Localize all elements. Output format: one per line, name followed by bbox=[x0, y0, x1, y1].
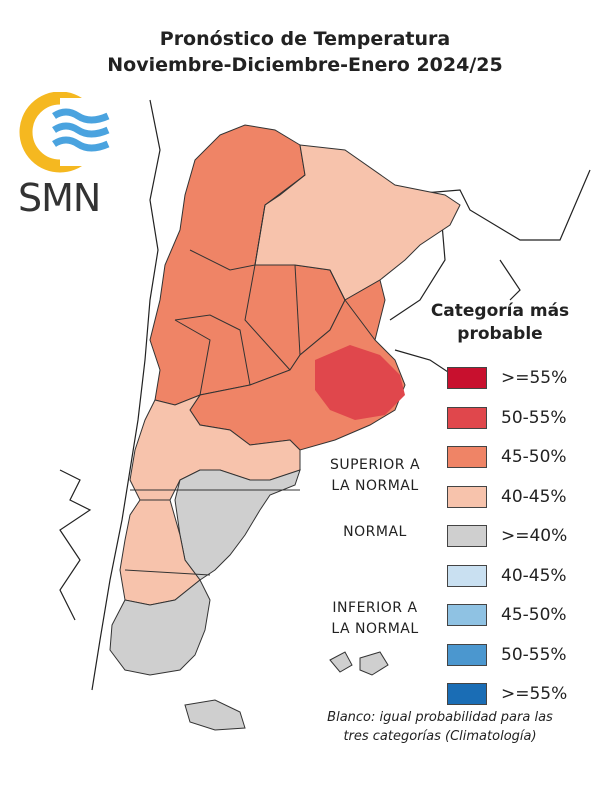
map-title-line2: Noviembre-Diciembre-Enero 2024/25 bbox=[107, 54, 503, 76]
legend-swatch bbox=[447, 406, 487, 429]
legend-label: 50-55% bbox=[501, 644, 567, 665]
legend-label: 40-45% bbox=[501, 486, 567, 507]
legend-swatch bbox=[447, 643, 487, 666]
legend-label: 50-55% bbox=[501, 407, 567, 428]
legend-item: >=40% bbox=[447, 523, 567, 549]
argentina-map bbox=[109, 124, 461, 731]
legend-label: 45-50% bbox=[501, 605, 567, 625]
legend-group-superior-line1: SUPERIOR A bbox=[329, 457, 421, 473]
smn-logo-text: SMN bbox=[18, 176, 101, 220]
legend-item: 45-50% bbox=[447, 444, 567, 470]
legend-swatch bbox=[447, 564, 487, 587]
legend-item: 50-55% bbox=[447, 642, 567, 668]
legend-group-inferior: INFERIOR A LA NORMAL bbox=[315, 598, 435, 640]
region-core-50-55 bbox=[315, 345, 405, 420]
legend-title-line2: probable bbox=[457, 324, 543, 344]
footnote-line2: tres categorías (Climatología) bbox=[343, 729, 537, 744]
legend-item: 40-45% bbox=[447, 563, 567, 589]
legend-group-inferior-line2: LA NORMAL bbox=[331, 621, 419, 637]
malvinas-islands bbox=[329, 651, 389, 676]
footnote: Blanco: igual probabilidad para las tres… bbox=[290, 708, 590, 746]
legend-item: >=55% bbox=[447, 681, 567, 707]
legend-swatch bbox=[447, 683, 487, 705]
legend-label: >=40% bbox=[501, 526, 568, 546]
legend-label: 40-45% bbox=[501, 565, 567, 586]
legend-swatch bbox=[447, 367, 487, 389]
smn-logo-icon bbox=[19, 92, 114, 173]
legend-group-normal-line1: NORMAL bbox=[343, 524, 407, 540]
region-central-patagonia-normal bbox=[174, 469, 301, 581]
legend-swatch bbox=[447, 446, 487, 468]
map-title-line1: Pronóstico de Temperatura bbox=[159, 28, 451, 50]
legend-swatch bbox=[447, 604, 487, 626]
province-borders bbox=[124, 174, 376, 576]
legend-label: >=55% bbox=[501, 684, 568, 704]
legend-item: 40-45% bbox=[447, 484, 567, 510]
legend-group-inferior-line1: INFERIOR A bbox=[332, 600, 418, 616]
legend-swatch bbox=[447, 485, 487, 508]
region-tierra-del-fuego bbox=[184, 699, 246, 731]
legend-group-normal: NORMAL bbox=[315, 522, 435, 543]
legend-group-superior-line2: LA NORMAL bbox=[331, 478, 419, 494]
legend-label: >=55% bbox=[501, 368, 568, 388]
legend-item: 45-50% bbox=[447, 602, 567, 628]
legend-item: 50-55% bbox=[447, 405, 567, 431]
region-south-patagonia-normal bbox=[109, 579, 211, 676]
neighbor-borders bbox=[59, 99, 591, 691]
legend-swatch bbox=[447, 525, 487, 547]
legend-label: 45-50% bbox=[501, 447, 567, 467]
footnote-line1: Blanco: igual probabilidad para las bbox=[327, 710, 553, 725]
legend-group-superior: SUPERIOR A LA NORMAL bbox=[315, 455, 435, 497]
map-title: Pronóstico de Temperatura Noviembre-Dici… bbox=[0, 26, 610, 78]
legend-item: >=55% bbox=[447, 365, 567, 391]
legend-title-line1: Categoría más bbox=[430, 301, 570, 321]
legend-title: Categoría más probable bbox=[405, 300, 595, 346]
